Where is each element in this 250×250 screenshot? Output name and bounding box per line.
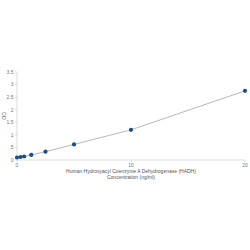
- data-point: [22, 154, 26, 158]
- x-tick-label: 20: [242, 162, 248, 168]
- data-point: [129, 128, 133, 132]
- y-tick-label: 1.5: [7, 119, 14, 125]
- y-tick: [15, 122, 17, 123]
- y-axis-title: OD: [1, 112, 7, 120]
- y-tick: [15, 84, 17, 85]
- data-point: [72, 142, 76, 146]
- y-axis: [17, 72, 18, 160]
- y-tick-label: 2: [11, 107, 14, 113]
- y-tick: [15, 134, 17, 135]
- data-point: [18, 155, 22, 159]
- chart: 0.511.522.533.501020ODHuman Hydroxyacyl …: [0, 0, 250, 250]
- curve: [17, 91, 245, 158]
- y-tick-label: 2.5: [7, 94, 14, 100]
- y-tick: [15, 72, 17, 73]
- y-tick-label: 1: [11, 132, 14, 138]
- y-tick-label: 0: [11, 157, 14, 163]
- data-point: [15, 155, 19, 159]
- y-tick: [15, 97, 17, 98]
- y-tick-label: 3: [11, 81, 14, 87]
- y-tick-label: 3.5: [7, 69, 14, 75]
- y-tick: [15, 109, 17, 110]
- x-axis-title: Concentration (ng/ml): [107, 174, 155, 180]
- y-tick-label: .5: [9, 144, 13, 150]
- data-point: [29, 153, 33, 157]
- y-tick: [15, 147, 17, 148]
- data-point: [43, 150, 47, 154]
- plot-area: [15, 89, 247, 160]
- data-point: [243, 89, 247, 93]
- x-tick-label: 0: [16, 162, 19, 168]
